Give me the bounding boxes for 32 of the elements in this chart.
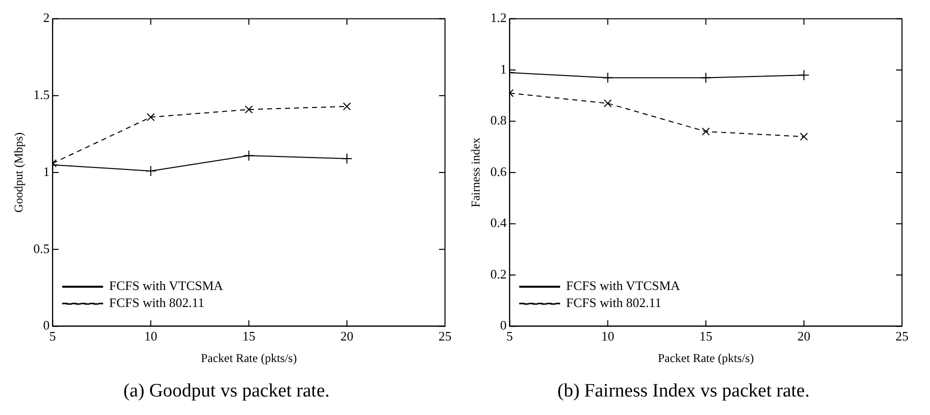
x-tick-label: 10: [601, 328, 614, 344]
x-tick-label: 20: [340, 328, 354, 344]
y-tick-label: 0.8: [490, 112, 507, 128]
y-tick-label: 0.2: [490, 266, 507, 282]
y-axis-title: Fairness index: [468, 138, 482, 208]
legend-label: FCFS with 802.11: [109, 295, 204, 310]
y-tick-label: 0.4: [490, 215, 508, 230]
text: (a) Goodput vs packet rate.: [123, 380, 330, 402]
y-tick-label: 0: [43, 318, 50, 333]
x-tick-label: 15: [242, 328, 256, 344]
x-tick-label: 5: [506, 328, 513, 344]
x-tick-label: 5: [49, 328, 56, 344]
x-tick-label: 25: [438, 328, 452, 344]
y-tick-label: 2: [43, 10, 50, 26]
x-tick-label: 20: [797, 328, 810, 344]
legend-label: FCFS with VTCSMA: [109, 278, 224, 294]
x-tick-label: 10: [144, 328, 158, 344]
legend-label: FCFS with 802.11: [566, 295, 662, 310]
y-tick-label: 1.2: [490, 10, 507, 26]
y-tick-label: 0.6: [490, 164, 508, 179]
y-axis-title: Goodput (Mbps): [11, 132, 26, 213]
x-axis-title: Packet Rate (pkts/s): [658, 351, 754, 366]
x-tick-label: 25: [896, 328, 908, 344]
y-tick-label: 1.5: [33, 87, 50, 102]
y-tick-label: 1: [43, 164, 50, 179]
x-axis-title: Packet Rate (pkts/s): [200, 351, 297, 366]
y-tick-label: 0.5: [33, 240, 50, 256]
y-tick-label: 0: [500, 318, 507, 333]
text: (b) Fairness Index vs packet rate.: [557, 380, 810, 402]
legend-label: FCFS with VTCSMA: [566, 278, 681, 294]
y-tick-label: 1: [500, 61, 507, 76]
x-tick-label: 15: [699, 328, 712, 344]
